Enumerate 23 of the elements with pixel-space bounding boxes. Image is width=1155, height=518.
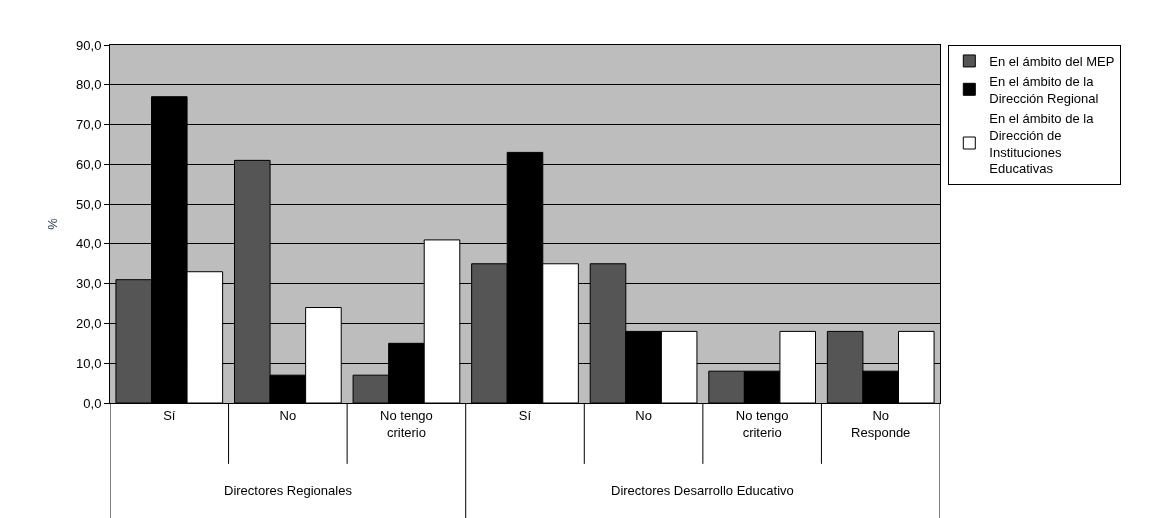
y-tick-label: 50,0 [76,196,102,212]
x-tick-label: Sí [163,407,176,423]
y-tick-label: 90,0 [76,37,102,53]
legend-label: En el ámbito de la Dirección Regional [989,73,1099,106]
y-tick-label: 60,0 [76,156,102,172]
x-tick-label: Sí [518,407,532,423]
text: Directores Desarrollo Educativo [611,483,794,498]
y-tick-label: 40,0 [76,236,102,252]
legend-label: En el ámbito del MEP [989,54,1115,70]
y-tick-label: 0,0 [83,395,102,411]
x-tick-label: No [279,407,297,423]
x-tick-label: No [635,407,652,423]
y-tick-label: 70,0 [76,117,102,133]
y-axis-title: % [45,217,61,230]
y-tick-label: 80,0 [76,77,102,93]
x-tick-label: No tengo criterio [735,407,789,440]
y-tick-label: 10,0 [76,355,102,371]
x-tick-label: No tengo criterio [380,407,433,440]
y-tick-label: 30,0 [76,276,102,292]
x-tick-label: No Responde [851,407,911,440]
y-tick-label: 20,0 [76,315,102,331]
legend-label: En el ámbito de la Dirección de Instituciones Educativas [989,110,1095,177]
text: Directores Regionales [224,483,353,498]
